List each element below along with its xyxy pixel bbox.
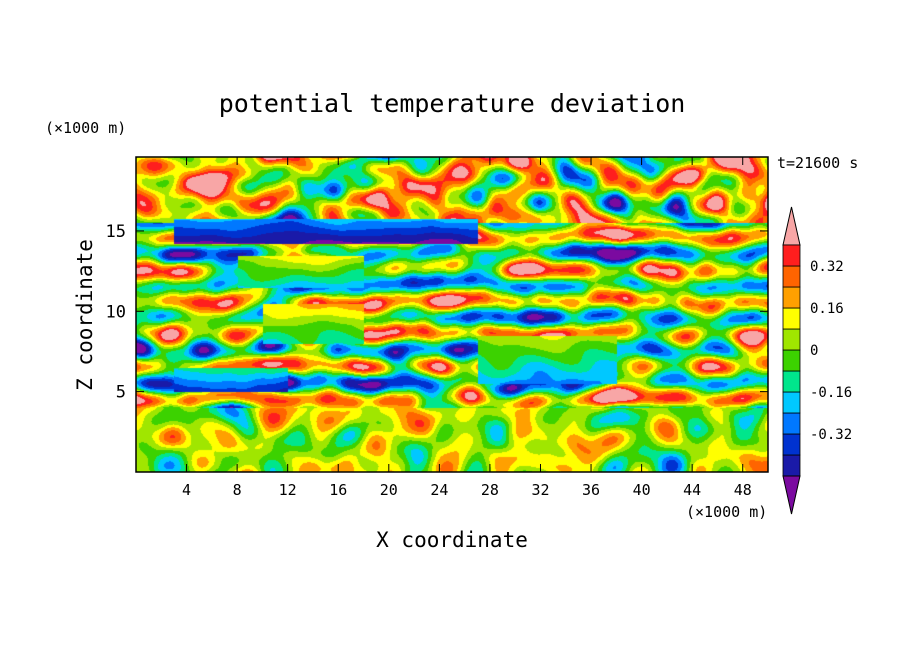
x-tick-label: 8 [233,481,242,499]
x-tick-label: 28 [481,481,499,499]
x-tick-label: 24 [430,481,448,499]
x-tick-label: 48 [734,481,752,499]
colorbar-label: 0 [810,343,818,359]
colorbar-bin [782,328,801,351]
y-unit-label: (×1000 m) [45,119,126,137]
chart-title: potential temperature deviation [219,89,686,118]
x-tick-label: 12 [279,481,297,499]
y-axis: 5 10 15 [106,222,768,403]
x-unit-label: (×1000 m) [686,503,767,521]
x-tick-label: 44 [683,481,701,499]
y-tick-label: 5 [116,383,126,403]
colorbar-bin [782,370,801,393]
colorbar-bin [782,265,801,288]
colorbar-min-triangle [782,475,801,515]
x-axis: 4 8 12 16 20 24 28 32 36 40 44 48 [182,157,752,499]
plot-area [136,157,768,472]
x-tick-label: 40 [633,481,651,499]
colorbar-bin [782,244,801,267]
colorbar-bin [782,349,801,372]
colorbar-bin [782,391,801,414]
colorbar-label: 0.16 [810,301,844,317]
colorbar: 0.32 0.16 0 -0.16 -0.32 [782,206,852,515]
colorbar-bin [782,433,801,456]
y-tick-label: 15 [106,222,126,242]
y-axis-label: Z coordinate [73,239,97,391]
colorbar-bin [782,454,801,477]
time-label: t=21600 s [777,154,858,172]
x-tick-label: 4 [182,481,191,499]
x-axis-label: X coordinate [376,528,528,552]
colorbar-bin [782,307,801,330]
colorbar-label: -0.32 [810,427,852,443]
y-tick-label: 10 [106,302,126,322]
colorbar-max-triangle [782,206,801,246]
colorbar-bin [782,412,801,435]
x-tick-label: 36 [582,481,600,499]
colorbar-bin [782,286,801,309]
plot-frame [135,156,769,473]
x-tick-label: 32 [531,481,549,499]
x-tick-label: 16 [329,481,347,499]
x-tick-label: 20 [380,481,398,499]
colorbar-label: 0.32 [810,259,844,275]
colorbar-label: -0.16 [810,385,852,401]
